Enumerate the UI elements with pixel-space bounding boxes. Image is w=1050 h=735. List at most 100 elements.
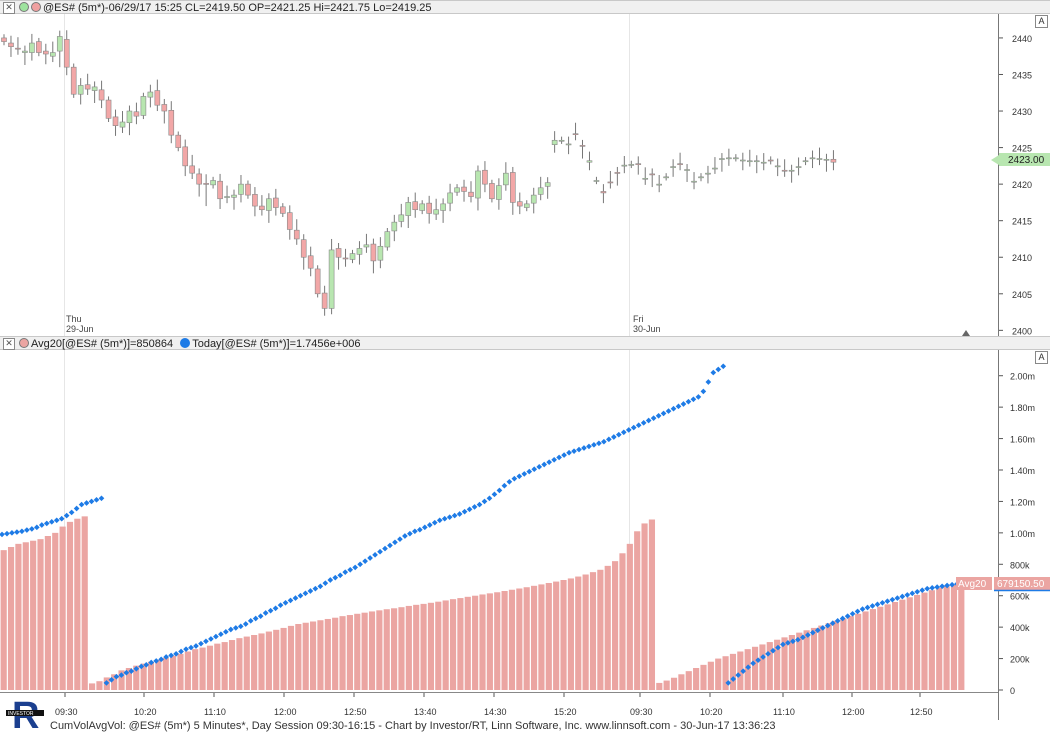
today-volume-point (342, 569, 349, 575)
candle (210, 176, 216, 189)
price-tick-label: 2410 (1012, 253, 1032, 263)
volume-tick-label: 1.60m (1010, 435, 1035, 445)
candle (635, 156, 642, 175)
today-volume-point (690, 396, 697, 403)
avg-volume-bar (891, 602, 899, 690)
today-volume-point (397, 536, 403, 542)
candle (91, 81, 98, 103)
avg-volume-bar (715, 658, 722, 690)
today-volume-point (551, 456, 557, 463)
today-volume-point (859, 606, 866, 612)
candle (15, 37, 21, 55)
candle (168, 101, 175, 144)
close-pane-icon[interactable]: ✕ (3, 2, 15, 14)
today-volume-point (650, 415, 657, 421)
avg-volume-bar (332, 617, 339, 690)
today-volume-point (103, 680, 110, 686)
candle (830, 150, 837, 171)
today-volume-point (218, 631, 224, 638)
today-volume-point (183, 646, 189, 652)
today-volume-point (446, 514, 453, 520)
candle (307, 246, 314, 277)
candle (537, 176, 544, 201)
today-volume-point (929, 585, 936, 591)
candle (440, 198, 446, 223)
avg-volume-bar (435, 601, 442, 690)
candle (475, 165, 481, 211)
avg-volume-bar (545, 582, 552, 690)
today-volume-point (934, 584, 940, 590)
candle (314, 265, 321, 298)
candle (63, 30, 70, 76)
candle (286, 205, 293, 240)
avg-volume-bar (567, 578, 574, 690)
avg-volume-bar (626, 543, 633, 690)
today-volume-point (625, 427, 632, 433)
avg-volume-bar (376, 610, 383, 690)
volume-chart[interactable]: 0 200k 400k 600k 800k 1.00m 1.20m 1.40m 1.60m 1.8… (0, 350, 1050, 720)
candle (565, 136, 572, 155)
avg-volume-bar (575, 576, 582, 690)
close-pane-icon[interactable]: ✕ (3, 338, 15, 350)
autoscale-button-bottom[interactable]: A (1035, 351, 1048, 364)
today-volume-point (148, 659, 155, 666)
avg-volume-bar (346, 615, 353, 690)
candle (447, 183, 453, 212)
autoscale-button-top[interactable]: A (1035, 15, 1048, 28)
avg-volume-bar (869, 609, 877, 690)
avg-volume-bar (656, 682, 663, 690)
avg-volume-bar (906, 597, 913, 690)
candle (468, 181, 474, 203)
candle (802, 157, 809, 166)
time-tick-label: 14:30 (484, 707, 507, 717)
avg-volume-bar (862, 611, 869, 690)
avg-volume-bar (936, 587, 943, 690)
avg-volume-bar (273, 629, 280, 690)
candle (1, 34, 7, 46)
avg-dot-icon (19, 338, 29, 349)
avg-volume-bar (302, 622, 309, 690)
avg-volume-bar (457, 598, 464, 690)
avg-volume-bar (339, 616, 346, 690)
volume-tick-label: 1.00m (1010, 529, 1035, 539)
price-tick-label: 2420 (1012, 180, 1032, 190)
today-volume-point (864, 604, 871, 611)
avg-volume-bar (950, 584, 958, 690)
candle (691, 172, 697, 190)
candle (266, 193, 272, 223)
today-volume-point (571, 448, 577, 454)
avg-volume-bar (619, 553, 626, 690)
avg-volume-bar (199, 647, 206, 690)
today-volume-point (163, 654, 169, 660)
avg-volume-bar (589, 572, 597, 690)
avg-volume-bar (597, 569, 604, 690)
avg-volume-bar (170, 655, 177, 690)
today-volume-point (665, 408, 672, 414)
today-volume-point (949, 581, 955, 588)
avg-volume-bar (663, 680, 670, 690)
candle (516, 192, 523, 215)
today-volume-point (795, 636, 801, 643)
today-volume-point (168, 652, 174, 659)
candle (482, 161, 488, 193)
avg-volume-bar (943, 586, 950, 690)
scroll-marker-icon[interactable] (962, 330, 970, 336)
candle (56, 30, 63, 68)
candle (523, 200, 530, 212)
price-tick-label: 2405 (1012, 290, 1032, 300)
candle (809, 150, 816, 169)
candle (496, 178, 502, 210)
price-chart[interactable]: 2400 2405 2410 2415 2420 2425 2430 2435 2440 Thu… (0, 14, 1050, 336)
avg-volume-bar (516, 588, 523, 690)
today-volume-point (869, 603, 876, 609)
avg-volume-bar (354, 613, 361, 690)
candle (426, 195, 432, 224)
candle (684, 164, 690, 182)
candle (412, 192, 419, 218)
volume-tick-label: 400k (1010, 623, 1030, 633)
avg-volume-bar (125, 668, 132, 690)
avg-volume-bar (214, 643, 221, 690)
volume-tick-label: 200k (1010, 655, 1030, 665)
avg-volume-bar (877, 606, 884, 690)
candle (161, 98, 168, 124)
